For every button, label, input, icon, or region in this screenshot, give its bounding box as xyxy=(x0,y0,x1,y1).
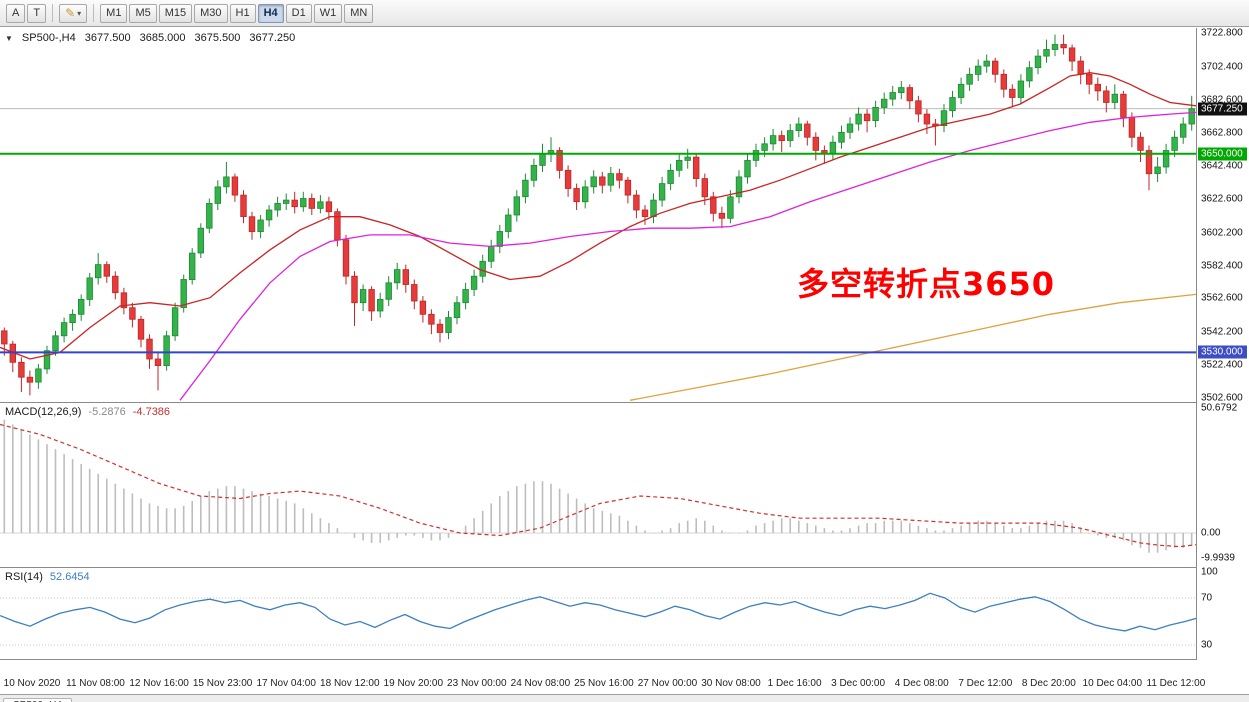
chart-tab[interactable]: SP500-,H4 xyxy=(3,698,72,702)
price-axis-label: 3562.600 xyxy=(1201,292,1243,304)
macd-indicator-name: MACD(12,26,9) xyxy=(5,406,82,418)
panel-separator[interactable] xyxy=(0,659,1249,660)
rsi-axis-label: 30 xyxy=(1201,639,1213,651)
rsi-axis-label: 100 xyxy=(1201,566,1218,578)
macd-panel: MACD(12,26,9) -5.2876 -4.7386 xyxy=(0,403,1196,567)
ohlc-close: 3677.250 xyxy=(249,32,296,44)
crayon-icon: ✎ xyxy=(65,6,76,20)
toolbar: A T ✎ ▾ M1 M5 M15 M30 H1 H4 D1 W1 MN xyxy=(0,0,1249,27)
time-axis-label: 10 Nov 2020 xyxy=(3,678,61,689)
price-axis[interactable]: 3722.800 3702.400 3682.600 3662.800 3642.400… xyxy=(1196,28,1249,660)
price-axis-label: 3542.200 xyxy=(1201,326,1243,338)
rsi-canvas[interactable] xyxy=(0,568,1196,659)
ma-mid-magenta-line xyxy=(179,111,1196,401)
price-axis-label: 3662.800 xyxy=(1201,127,1243,139)
macd-axis-label: -9.9939 xyxy=(1201,552,1235,564)
candles-layer xyxy=(1,34,1195,396)
chart-title: ▼ SP500-,H4 3677.500 3685.000 3675.500 3… xyxy=(5,32,295,44)
time-axis-label: 19 Nov 20:00 xyxy=(383,678,444,689)
time-axis[interactable]: 10 Nov 2020 11 Nov 08:00 12 Nov 16:00 15 No… xyxy=(0,660,1249,693)
time-axis-label: 7 Dec 12:00 xyxy=(958,678,1013,689)
main-chart-canvas[interactable] xyxy=(0,28,1196,402)
time-axis-label: 27 Nov 00:00 xyxy=(637,678,698,689)
time-axis-label: 18 Nov 12:00 xyxy=(320,678,380,689)
timeframe-m30[interactable]: M30 xyxy=(194,3,228,23)
timeframe-m15[interactable]: M15 xyxy=(158,3,193,23)
timeframe-h1[interactable]: H1 xyxy=(229,3,256,23)
main-chart-panel: ▼ SP500-,H4 3677.500 3685.000 3675.500 3… xyxy=(0,28,1196,402)
timeframe-m5[interactable]: M5 xyxy=(129,3,157,23)
chart-tabs-bar: SP500-,H4 xyxy=(0,694,1249,702)
tool-button-a[interactable]: A xyxy=(6,3,26,23)
price-axis-label: 3502.600 xyxy=(1201,392,1243,404)
draw-color-dropdown[interactable]: ✎ ▾ xyxy=(59,3,88,23)
ohlc-low: 3675.500 xyxy=(194,32,241,44)
macd-label: MACD(12,26,9) -5.2876 -4.7386 xyxy=(5,406,170,418)
time-axis-label: 11 Dec 12:00 xyxy=(1146,678,1206,689)
price-axis-label: 3722.800 xyxy=(1201,27,1243,39)
rsi-panel: RSI(14) 52.6454 xyxy=(0,568,1196,659)
price-axis-label: 3702.400 xyxy=(1201,61,1243,73)
timeframe-m1[interactable]: M1 xyxy=(100,3,128,23)
price-axis-label: 3682.600 xyxy=(1201,94,1243,106)
timeframe-w1[interactable]: W1 xyxy=(313,3,343,23)
price-axis-label: 3622.600 xyxy=(1201,193,1243,205)
rsi-axis-label: 70 xyxy=(1201,592,1213,604)
macd-signal-line xyxy=(0,423,1196,548)
price-axis-label: 3602.200 xyxy=(1201,227,1243,239)
panel-separator[interactable] xyxy=(0,567,1249,568)
time-axis-label: 10 Dec 04:00 xyxy=(1082,678,1143,689)
rsi-label: RSI(14) 52.6454 xyxy=(5,571,90,583)
hline-3530-badge: 3530.000 xyxy=(1198,345,1247,359)
time-axis-label: 1 Dec 16:00 xyxy=(767,678,822,689)
time-axis-label: 15 Nov 23:00 xyxy=(192,678,253,689)
tool-button-t[interactable]: T xyxy=(27,3,47,23)
macd-signal-value: -4.7386 xyxy=(132,406,171,418)
chart-region: ▼ SP500-,H4 3677.500 3685.000 3675.500 3… xyxy=(0,28,1249,702)
macd-histogram xyxy=(3,419,1193,553)
toolbar-separator xyxy=(93,4,95,22)
time-axis-label: 23 Nov 00:00 xyxy=(447,678,507,689)
time-axis-label: 17 Nov 04:00 xyxy=(256,678,316,689)
rsi-value: 52.6454 xyxy=(49,571,90,583)
timeframe-d1[interactable]: D1 xyxy=(285,3,312,23)
macd-canvas[interactable] xyxy=(0,403,1196,567)
price-axis-label: 3582.400 xyxy=(1201,260,1243,272)
price-axis-label: 3642.400 xyxy=(1201,160,1243,172)
time-axis-label: 3 Dec 00:00 xyxy=(831,678,886,689)
time-axis-label: 30 Nov 08:00 xyxy=(701,678,761,689)
timeframe-h4[interactable]: H4 xyxy=(257,3,284,23)
time-axis-label: 12 Nov 16:00 xyxy=(129,678,189,689)
rsi-indicator-name: RSI(14) xyxy=(5,571,43,583)
collapse-chart-icon[interactable]: ▼ xyxy=(5,33,13,43)
time-axis-label: 24 Nov 08:00 xyxy=(510,678,571,689)
macd-axis-label: 50.6792 xyxy=(1201,402,1238,414)
chevron-down-icon: ▾ xyxy=(77,8,82,18)
ohlc-open: 3677.500 xyxy=(84,32,131,44)
annotation-text[interactable]: 多空转折点3650 xyxy=(797,265,1056,303)
price-axis-label: 3522.400 xyxy=(1201,359,1243,371)
time-axis-label: 25 Nov 16:00 xyxy=(574,678,634,689)
macd-axis-label: 0.00 xyxy=(1201,527,1221,539)
toolbar-separator xyxy=(52,4,54,22)
ohlc-high: 3685.000 xyxy=(139,32,186,44)
last-price-badge: 3677.250 xyxy=(1198,102,1247,116)
time-axis-label: 8 Dec 20:00 xyxy=(1021,678,1076,689)
rsi-line xyxy=(0,592,1196,632)
chart-symbol-period: SP500-,H4 xyxy=(21,32,76,44)
hline-3650-badge: 3650.000 xyxy=(1198,147,1247,161)
ma-fast-red-line xyxy=(0,72,1196,360)
macd-value: -5.2876 xyxy=(88,406,126,418)
panel-separator[interactable] xyxy=(0,402,1249,403)
timeframe-mn[interactable]: MN xyxy=(344,3,374,23)
ma-slow-orange-line xyxy=(629,293,1196,401)
time-axis-label: 4 Dec 08:00 xyxy=(894,678,949,689)
time-axis-label: 11 Nov 08:00 xyxy=(66,678,125,689)
